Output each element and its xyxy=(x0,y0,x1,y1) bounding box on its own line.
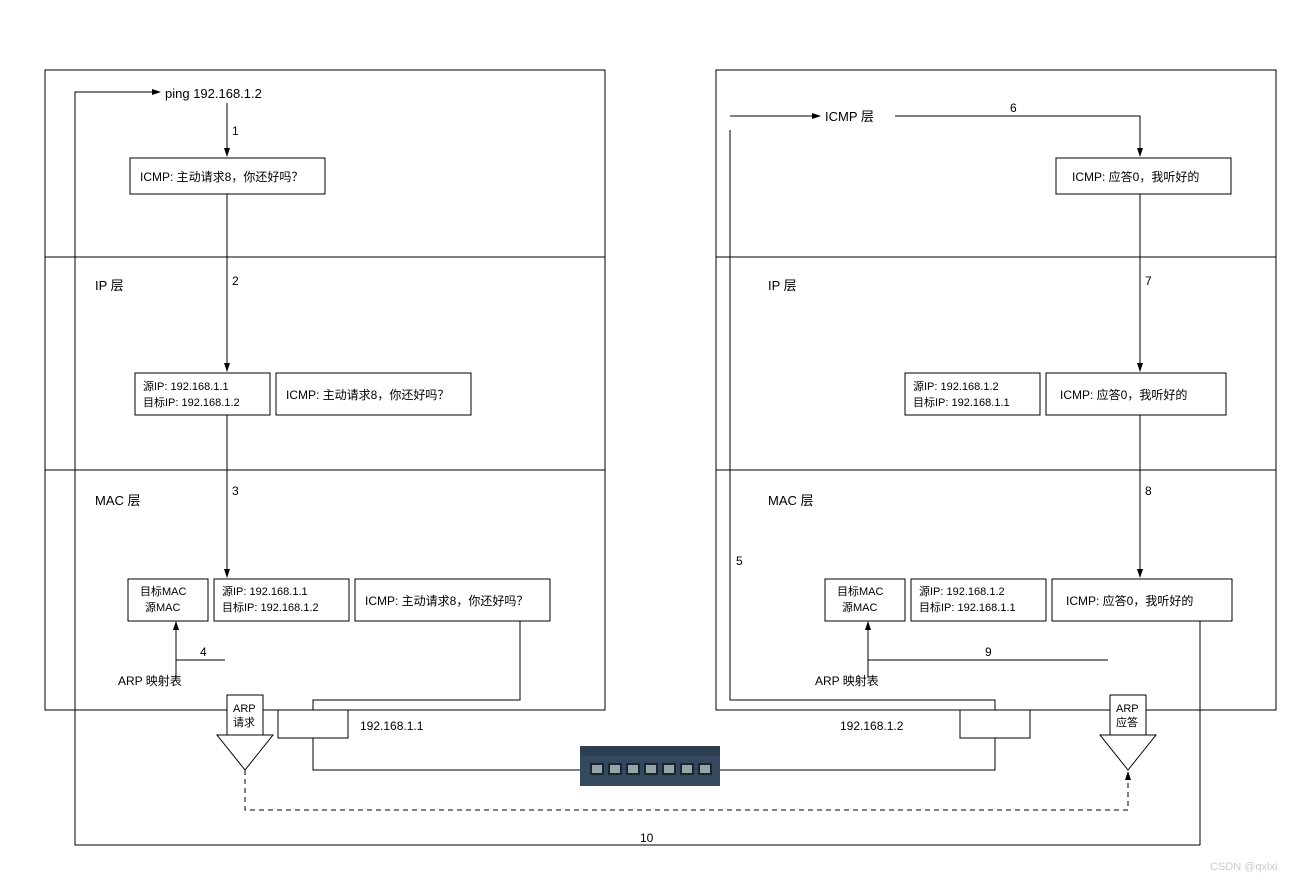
right-arp-box-line1: ARP xyxy=(1116,703,1139,715)
step-10-label: 10 xyxy=(640,831,654,845)
ping-label: ping 192.168.1.2 xyxy=(165,86,262,101)
left-mac-box-mac-line2: 源MAC xyxy=(145,600,180,614)
left-icmp-box-text: ICMP: 主动请求8，你还好吗？ xyxy=(140,170,303,184)
right-mac-box-ip-line1: 源IP: 192.168.1.2 xyxy=(919,584,1005,598)
left-mac-box-ip-line1: 源IP: 192.168.1.1 xyxy=(222,584,308,598)
left-arp-arrowdown xyxy=(217,735,273,770)
left-ip-box-icmp-text: ICMP: 主动请求8，你还好吗？ xyxy=(286,388,449,402)
right-mac-box-icmp-text: ICMP: 应答0，我听好的 xyxy=(1066,593,1193,608)
right-mac-box-ip-line2: 目标IP: 192.168.1.1 xyxy=(919,600,1016,614)
step-1-label: 1 xyxy=(232,124,239,138)
step-9-label: 9 xyxy=(985,645,992,659)
step-2-label: 2 xyxy=(232,274,239,288)
right-mac-layer-label: MAC 层 xyxy=(768,493,814,508)
left-arp-box xyxy=(227,695,263,735)
left-nic-ip: 192.168.1.1 xyxy=(360,719,424,733)
switch-ports xyxy=(590,763,712,775)
right-mac-box-mac-line1: 目标MAC xyxy=(837,584,883,598)
left-arp-box-line2: 请求 xyxy=(233,716,255,729)
step-4-label: 4 xyxy=(200,645,207,659)
right-arp-box-line2: 应答 xyxy=(1116,715,1138,729)
edge-switch-to-right-nic xyxy=(720,738,995,770)
step-7-label: 7 xyxy=(1145,274,1152,288)
edge-step-5-path xyxy=(730,130,995,710)
left-ip-box-ip-line1: 源IP: 192.168.1.1 xyxy=(143,379,229,393)
right-arp-arrowdown xyxy=(1100,735,1156,770)
right-ip-box-ip-line1: 源IP: 192.168.1.2 xyxy=(913,379,999,393)
network-flow-diagram: ping 192.168.1.2 IP 层 MAC 层 ICMP: 主动请求8，… xyxy=(0,0,1297,880)
left-mac-layer-label: MAC 层 xyxy=(95,493,141,508)
right-nic xyxy=(960,710,1030,738)
right-arp-label: ARP 映射表 xyxy=(815,673,879,688)
right-arp-box xyxy=(1110,695,1146,735)
step-5-label: 5 xyxy=(736,554,743,568)
left-mac-box-mac-line1: 目标MAC xyxy=(140,584,186,598)
left-arp-box-line1: ARP xyxy=(233,703,256,715)
right-nic-ip: 192.168.1.2 xyxy=(840,719,904,733)
right-ip-layer-label: IP 层 xyxy=(768,278,797,293)
left-ip-box-ip-line2: 目标IP: 192.168.1.2 xyxy=(143,395,240,409)
left-mac-box-icmp-text: ICMP: 主动请求8，你还好吗？ xyxy=(365,594,528,608)
right-mac-box-mac-line2: 源MAC xyxy=(842,600,877,614)
watermark: CSDN @qxlxi xyxy=(1210,861,1277,873)
left-nic xyxy=(278,710,348,738)
left-ip-layer-label: IP 层 xyxy=(95,278,124,293)
right-icmp-layer-label: ICMP 层 xyxy=(825,109,874,124)
edge-left-nic-to-switch xyxy=(313,738,580,770)
right-ip-box-icmp-text: ICMP: 应答0，我听好的 xyxy=(1060,387,1187,402)
step-8-label: 8 xyxy=(1145,484,1152,498)
edge-step-6 xyxy=(895,116,1140,156)
left-mac-box-ip-line2: 目标IP: 192.168.1.2 xyxy=(222,600,319,614)
network-switch-icon xyxy=(580,746,720,786)
step-3-label: 3 xyxy=(232,484,239,498)
step-6-label: 6 xyxy=(1010,101,1017,115)
right-ip-box-ip-line2: 目标IP: 192.168.1.1 xyxy=(913,395,1010,409)
edge-left-to-nic xyxy=(313,621,520,710)
right-icmp-box-text: ICMP: 应答0，我听好的 xyxy=(1072,169,1199,184)
left-arp-label: ARP 映射表 xyxy=(118,673,182,688)
